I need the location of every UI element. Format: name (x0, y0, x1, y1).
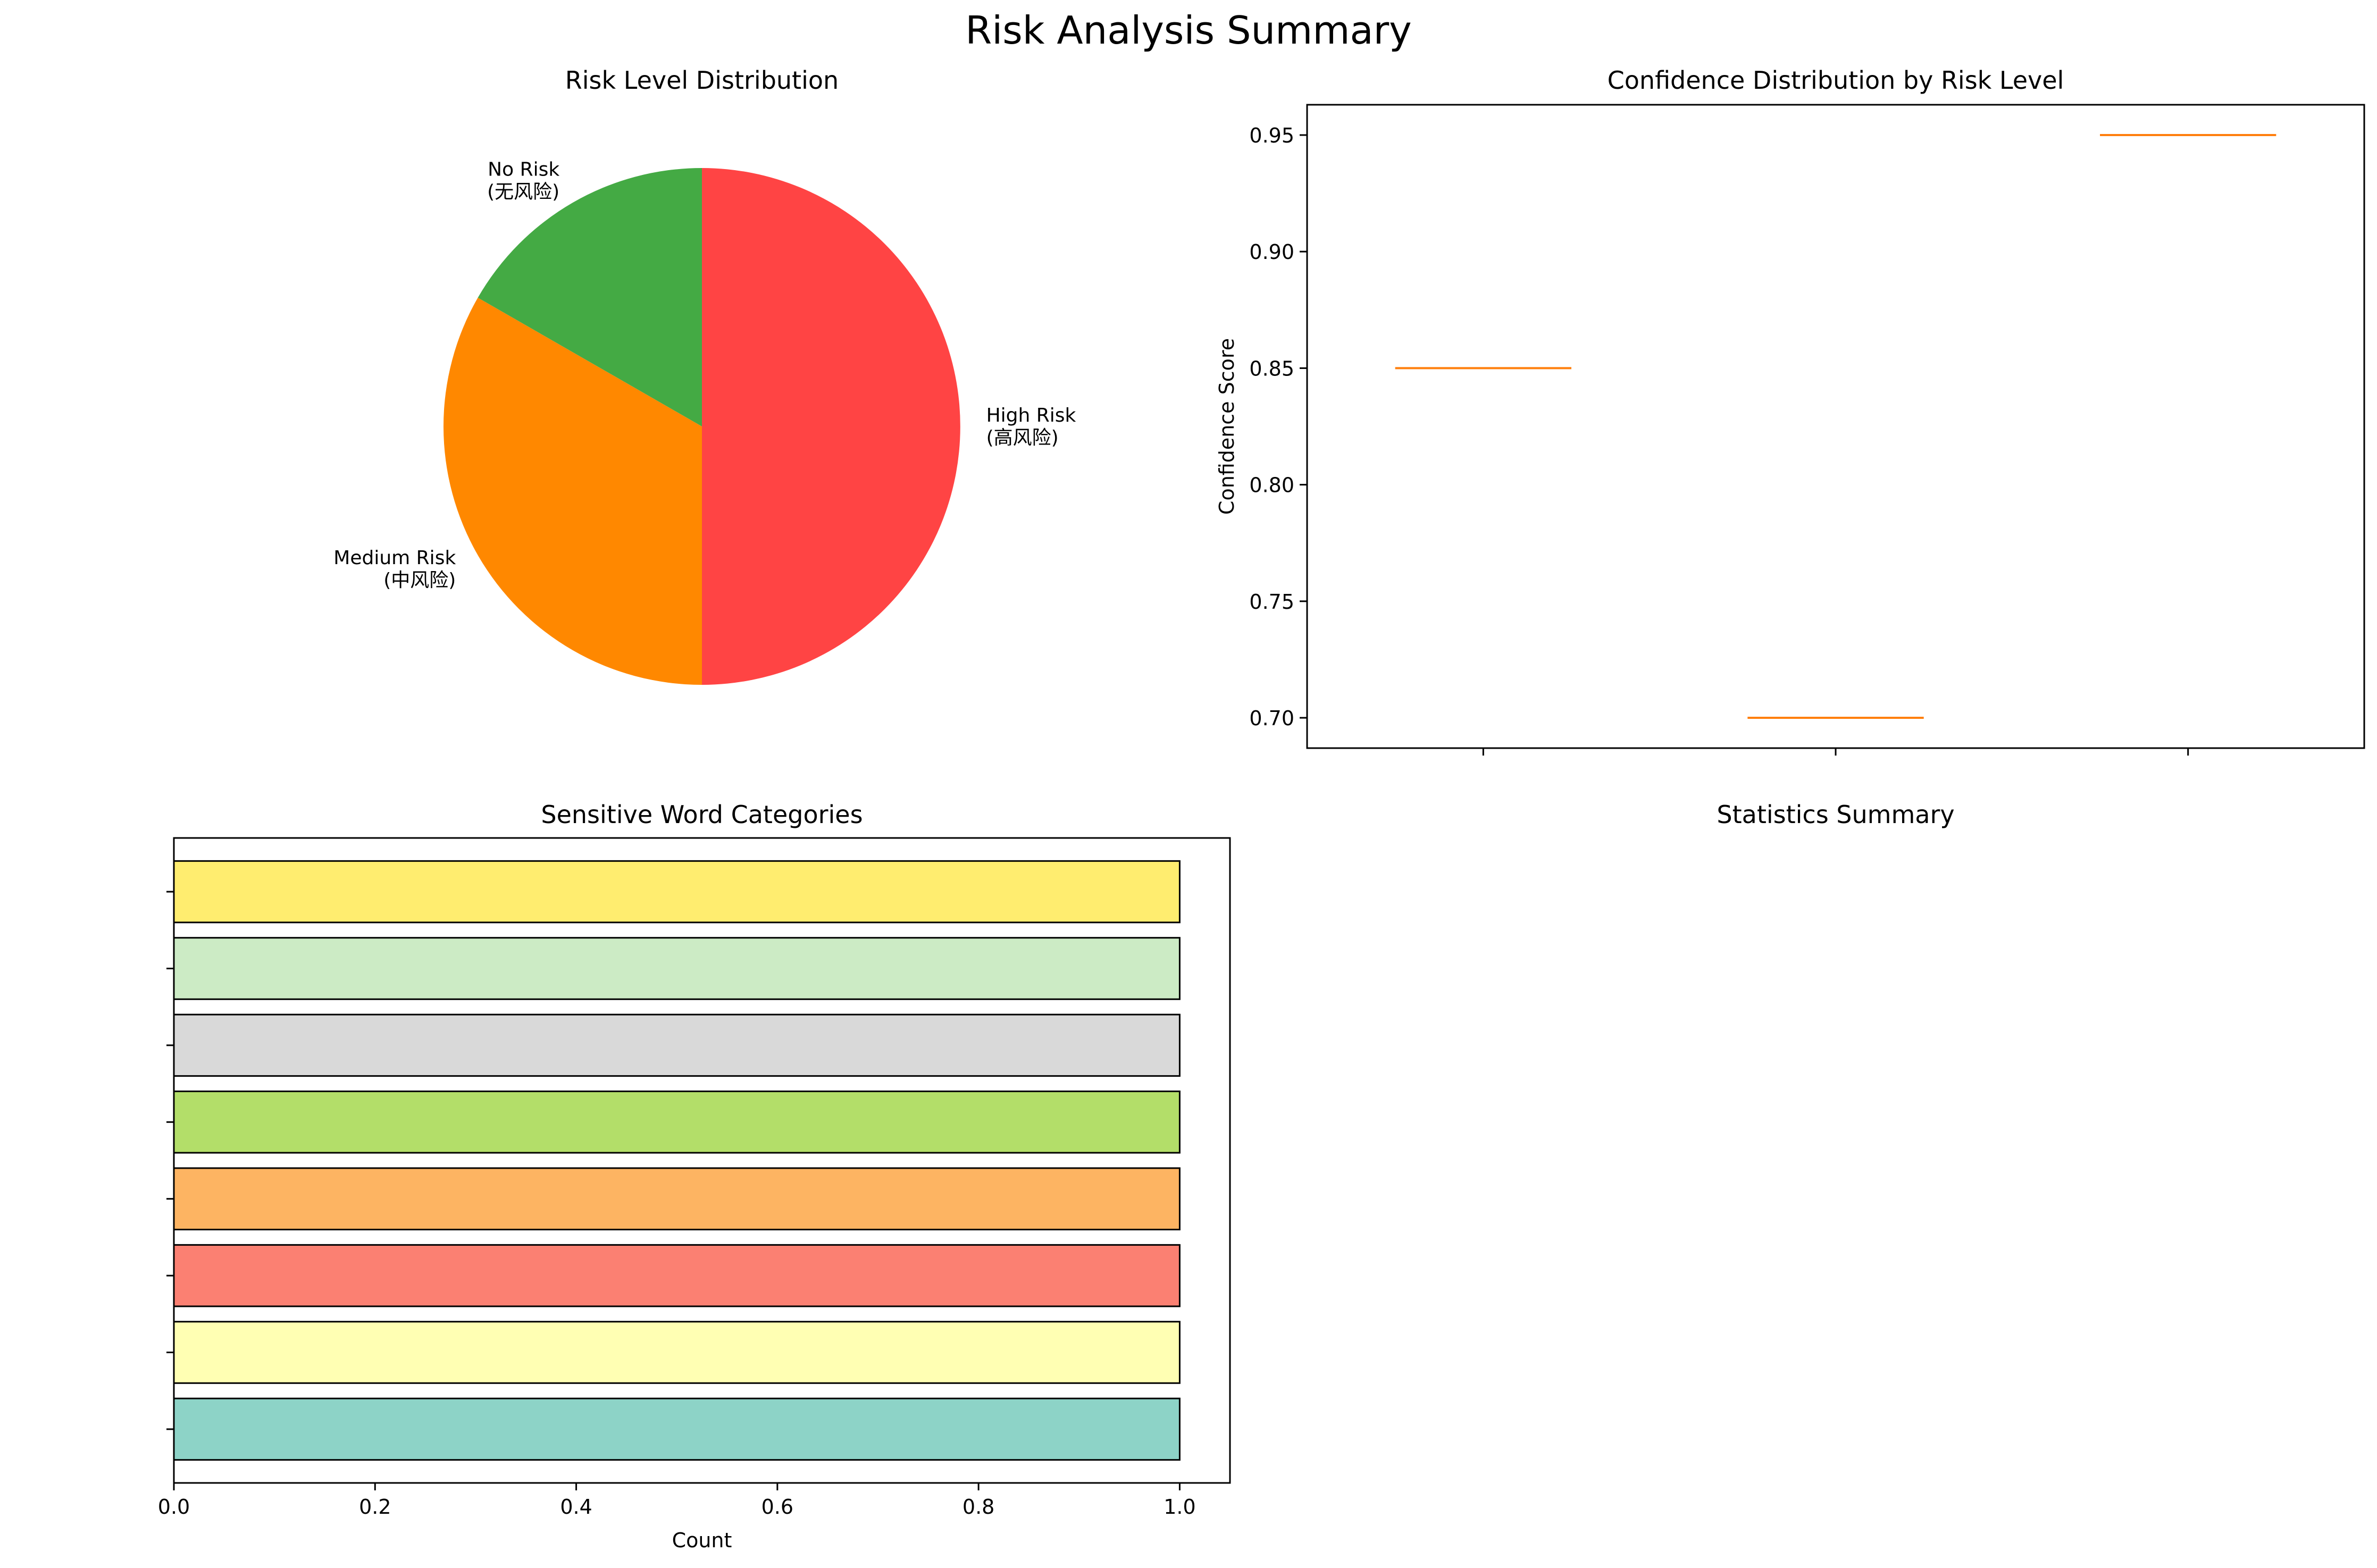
statistics-title: Statistics Summary (1717, 800, 1954, 829)
box-plot-axes-frame (1306, 104, 2365, 749)
box-plot-medians (1395, 133, 2276, 719)
pie-slice-high-risk (702, 168, 960, 685)
pie-slice-label-medium-risk: Medium Risk (中风险) (333, 547, 456, 591)
confidence-box-plot: Confidence Distribution by Risk Level 0.… (1215, 66, 2365, 756)
pie-slice-no-risk (478, 168, 702, 426)
statistics-summary: Statistics Summary (1717, 800, 1954, 829)
pie-slice-label-no-risk: No Risk (无风险) (487, 158, 559, 203)
bar-3 (173, 1013, 1181, 1077)
bar-7 (173, 1321, 1181, 1384)
bar-5 (173, 1167, 1181, 1230)
bar-6 (173, 1244, 1181, 1307)
box-y-tick-label: 0.80 (1249, 474, 1294, 497)
bar-x-tick-label: 0.0 (158, 1495, 190, 1519)
figure-title: Risk Analysis Summary (965, 8, 1412, 53)
box-plot-x-ticks (1482, 748, 2189, 756)
bar-8 (173, 1397, 1181, 1461)
bar-x-tick-label: 0.2 (359, 1495, 391, 1519)
bar-2 (173, 937, 1181, 1000)
pie-title: Risk Level Distribution (565, 66, 839, 95)
pie-labels: High Risk (高风险) Medium Risk (中风险) No Risk (无风… (333, 158, 1076, 591)
bar-x-tick-label: 1.0 (1164, 1495, 1195, 1519)
box-y-tick-label: 0.70 (1249, 707, 1294, 730)
bar-chart-y-ticks (166, 891, 174, 1430)
box-y-tick-label: 0.95 (1249, 124, 1294, 147)
risk-level-pie-chart: Risk Level Distribution High Risk (高风险) Me… (333, 66, 1076, 685)
bar-x-tick-label: 0.8 (962, 1495, 994, 1519)
bar-chart-bars (173, 860, 1181, 1461)
box-plot-y-axis-label: Confidence Score (1215, 338, 1238, 515)
pie-slices (443, 168, 960, 685)
box-y-tick-label: 0.85 (1249, 357, 1294, 380)
pie-slice-label-high-risk: High Risk (高风险) (986, 405, 1076, 449)
bar-1 (173, 860, 1181, 924)
box-plot-title: Confidence Distribution by Risk Level (1608, 66, 2064, 95)
bar-x-tick-label: 0.4 (560, 1495, 592, 1519)
bar-chart-axes-frame (173, 837, 1231, 1484)
box-y-tick-label: 0.75 (1249, 590, 1294, 614)
bar-chart-x-ticks: 0.0 0.2 0.4 0.6 0.8 1.0 (158, 1483, 1196, 1519)
bar-chart-x-axis-label: Count (672, 1529, 732, 1552)
bar-x-tick-label: 0.6 (761, 1495, 793, 1519)
box-y-tick-label: 0.90 (1249, 240, 1294, 264)
bar-4 (173, 1091, 1181, 1154)
box-plot-y-ticks: 0.70 0.75 0.80 0.85 0.90 0.95 (1249, 124, 1307, 730)
pie-slice-medium-risk (443, 297, 702, 685)
bar-chart-title: Sensitive Word Categories (541, 800, 863, 829)
sensitive-word-bar-chart: Sensitive Word Categories 0.0 0.2 0.4 0.6 0.… (158, 800, 1231, 1552)
